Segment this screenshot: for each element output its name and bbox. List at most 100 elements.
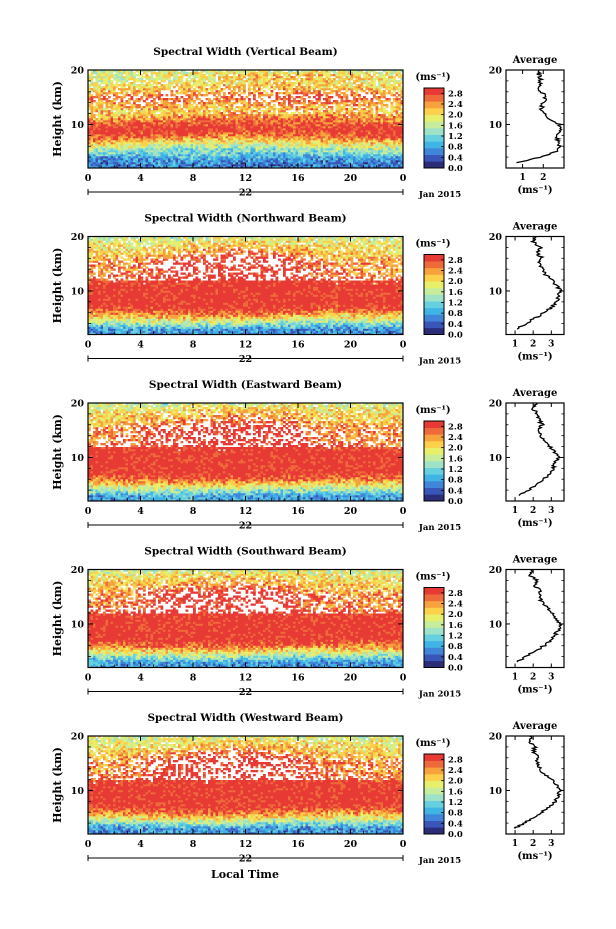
heatmap-cell: [96, 132, 99, 134]
heatmap-cell: [106, 82, 109, 84]
heatmap-cell: [131, 138, 134, 140]
heatmap-cell: [143, 110, 146, 112]
heatmap-cell: [118, 160, 121, 162]
heatmap-cell: [93, 122, 96, 124]
heatmap-cell: [121, 134, 124, 136]
heatmap-cell: [111, 120, 114, 122]
heatmap-cell: [163, 134, 166, 136]
panel-1: Spectral Width (Vertical Beam)Height (km…: [51, 46, 564, 200]
heatmap-cell: [166, 114, 169, 116]
heatmap-cell: [153, 102, 156, 104]
heatmap-cell: [123, 152, 126, 154]
heatmap-cell: [111, 144, 114, 146]
heatmap-cell: [158, 72, 161, 74]
heatmap-cell: [151, 134, 154, 136]
heatmap-cell: [146, 150, 149, 152]
heatmap-cell: [106, 160, 109, 162]
heatmap-cell: [101, 152, 104, 154]
heatmap-cell: [153, 158, 156, 160]
heatmap-cell: [113, 152, 116, 154]
heatmap-cell: [148, 122, 151, 124]
heatmap-cell: [168, 118, 171, 120]
heatmap-cell: [123, 136, 126, 138]
heatmap-cell: [161, 142, 164, 144]
heatmap-cell: [141, 106, 144, 108]
heatmap-cell: [138, 128, 141, 130]
heatmap-cell: [141, 90, 144, 92]
heatmap-cell: [131, 118, 134, 120]
heatmap-cell: [131, 162, 134, 164]
heatmap-cell: [91, 72, 94, 74]
heatmap-cell: [93, 126, 96, 128]
heatmap-cell: [98, 84, 101, 86]
heatmap-cell: [101, 140, 104, 142]
heatmap-cell: [98, 102, 101, 104]
heatmap-cell: [136, 94, 139, 96]
heatmap-cell: [153, 138, 156, 140]
heatmap-cell: [126, 94, 129, 96]
heatmap-cell: [91, 76, 94, 78]
heatmap-cell: [128, 122, 131, 124]
heatmap-cell: [113, 162, 116, 164]
heatmap-cell: [103, 150, 106, 152]
heatmap-cell: [101, 106, 104, 108]
heatmap-cell: [136, 136, 139, 138]
heatmap-cell: [153, 128, 156, 130]
heatmap-cell: [116, 82, 119, 84]
heatmap-cell: [133, 128, 136, 130]
heatmap-cell: [163, 130, 166, 132]
heatmap-cell: [143, 80, 146, 82]
heatmap-cell: [148, 164, 151, 166]
heatmap-cell: [163, 124, 166, 126]
heatmap-cell: [143, 76, 146, 78]
heatmap-cell: [103, 142, 106, 144]
heatmap-cell: [111, 84, 114, 86]
heatmap-cell: [168, 120, 171, 122]
heatmap-cell: [118, 116, 121, 118]
heatmap-cell: [123, 162, 126, 164]
heatmap-cell: [108, 110, 111, 112]
heatmap-cell: [168, 110, 171, 112]
heatmap-cell: [158, 158, 161, 160]
heatmap-cell: [151, 92, 154, 94]
heatmap-cell: [158, 126, 161, 128]
heatmap-cell: [133, 124, 136, 126]
heatmap-cell: [131, 114, 134, 116]
heatmap-cell: [111, 92, 114, 94]
heatmap-cell: [133, 92, 136, 94]
heatmap-cell: [158, 144, 161, 146]
heatmap-cell: [171, 118, 174, 120]
heatmap-cell: [98, 136, 101, 138]
heatmap-cell: [133, 158, 136, 160]
heatmap-cell: [161, 118, 164, 120]
heatmap-cell: [158, 152, 161, 154]
heatmap-cell: [171, 142, 174, 144]
heatmap-cell: [98, 112, 101, 114]
heatmap-cell: [138, 116, 141, 118]
heatmap-cell: [171, 116, 174, 118]
heatmap-cell: [136, 148, 139, 150]
heatmap-cell: [161, 94, 164, 96]
heatmap-cell: [133, 130, 136, 132]
heatmap-cell: [156, 78, 159, 80]
heatmap-cell: [156, 152, 159, 154]
heatmap-cell: [133, 154, 136, 156]
heatmap-cell: [126, 84, 129, 86]
heatmap-cell: [151, 128, 154, 130]
heatmap-cell: [131, 146, 134, 148]
heatmap-cell: [146, 124, 149, 126]
heatmap-cell: [168, 104, 171, 106]
heatmap-cell: [158, 108, 161, 110]
heatmap-cell: [106, 80, 109, 82]
heatmap-cell: [143, 158, 146, 160]
heatmap-cell: [143, 142, 146, 144]
heatmap-cell: [93, 136, 96, 138]
heatmap-cell: [96, 114, 99, 116]
heatmap-cell: [93, 120, 96, 122]
heatmap-cell: [146, 94, 149, 96]
heatmap-cell: [153, 122, 156, 124]
heatmap-cell: [146, 144, 149, 146]
heatmap-cell: [163, 114, 166, 116]
heatmap-cell: [93, 84, 96, 86]
heatmap-cell: [158, 90, 161, 92]
